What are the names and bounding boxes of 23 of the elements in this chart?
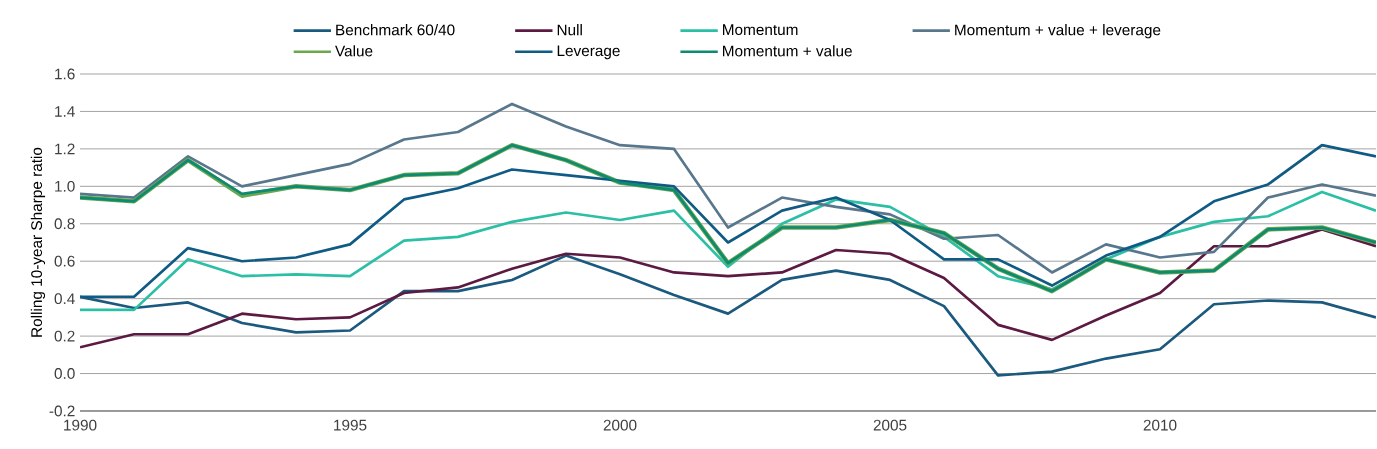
y-tick-label: 0.2 [54, 330, 75, 342]
y-tick-label: 1.4 [55, 106, 75, 117]
x-tick-label: 2010 [1143, 419, 1177, 431]
legend-label: Null [557, 24, 582, 36]
y-tick-label: 0.4 [54, 293, 75, 305]
x-tick-label: 1995 [334, 419, 367, 431]
legend-label: Leverage [557, 45, 620, 60]
x-tick-label: 1990 [64, 419, 97, 431]
y-axis-title: Rolling 10-year Sharpe ratio [30, 147, 46, 337]
x-tick-label: 2005 [873, 419, 907, 431]
y-tick-label: 1.2 [55, 143, 75, 155]
y-tick-label: 1.6 [55, 68, 75, 80]
y-tick-label: 0.6 [54, 255, 75, 267]
y-tick-label: -0.2 [49, 405, 75, 417]
y-tick-label: 0.0 [54, 368, 75, 379]
legend-label: Momentum + value + leverage [955, 24, 1161, 39]
legend-label: Momentum + value [723, 45, 852, 57]
x-tick-label: 2000 [603, 419, 637, 431]
legend-label: Momentum [723, 24, 798, 36]
legend-label: Benchmark 60/40 [336, 24, 455, 36]
legend-label: Value [335, 45, 373, 57]
y-tick-label: 0.8 [54, 218, 75, 230]
y-tick-label: 1.0 [55, 180, 75, 192]
